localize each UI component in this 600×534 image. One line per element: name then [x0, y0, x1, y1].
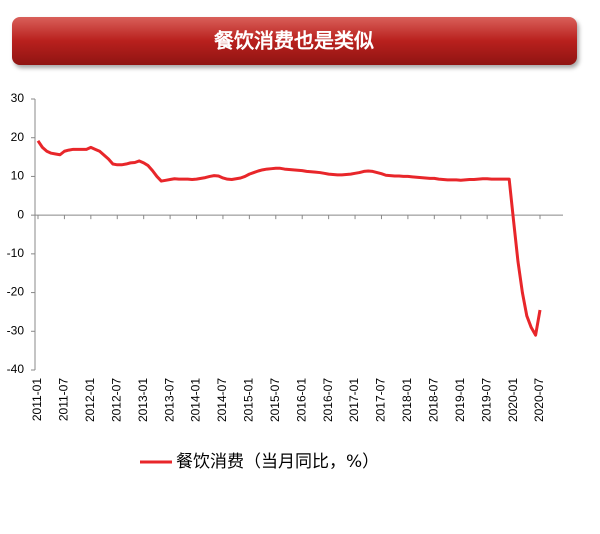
y-tick-label: 10 — [11, 169, 25, 183]
x-tick-label: 2012-07 — [109, 378, 123, 422]
x-tick-label: 2013-01 — [136, 378, 150, 422]
x-tick-label: 2015-01 — [242, 378, 256, 422]
y-tick-label: -20 — [7, 285, 25, 299]
title-banner — [12, 17, 577, 65]
x-tick-label: 2018-01 — [400, 378, 414, 422]
x-tick-label: 2011-01 — [30, 378, 44, 421]
x-tick-label: 2013-07 — [162, 378, 176, 422]
x-tick-label: 2020-07 — [532, 378, 546, 422]
x-tick-label: 2017-01 — [347, 378, 361, 422]
x-tick-label: 2011-07 — [57, 378, 71, 421]
x-tick-label: 2014-01 — [189, 378, 203, 422]
x-tick-label: 2015-07 — [268, 378, 282, 422]
x-tick-label: 2020-01 — [506, 378, 520, 422]
y-tick-label: 0 — [17, 207, 24, 221]
y-tick-label: -40 — [7, 362, 25, 376]
x-tick-label: 2014-07 — [215, 378, 229, 422]
y-tick-label: 20 — [11, 130, 25, 144]
y-tick-label: -10 — [7, 246, 25, 260]
data-line — [36, 139, 542, 337]
x-tick-label: 2017-07 — [374, 378, 388, 422]
x-tick-label: 2016-07 — [321, 378, 335, 422]
legend-label: 餐饮消费（当月同比，%） — [176, 452, 379, 472]
chart-title: 餐饮消费也是类似 — [214, 29, 374, 53]
x-tick-label: 2018-07 — [426, 378, 440, 422]
x-tick-label: 2012-01 — [83, 378, 97, 422]
x-tick-label: 2019-07 — [479, 378, 493, 422]
y-tick-label: 30 — [11, 91, 25, 105]
x-tick-label: 2019-01 — [453, 378, 467, 422]
x-tick-label: 2016-01 — [294, 378, 308, 422]
y-tick-label: -30 — [7, 323, 25, 337]
